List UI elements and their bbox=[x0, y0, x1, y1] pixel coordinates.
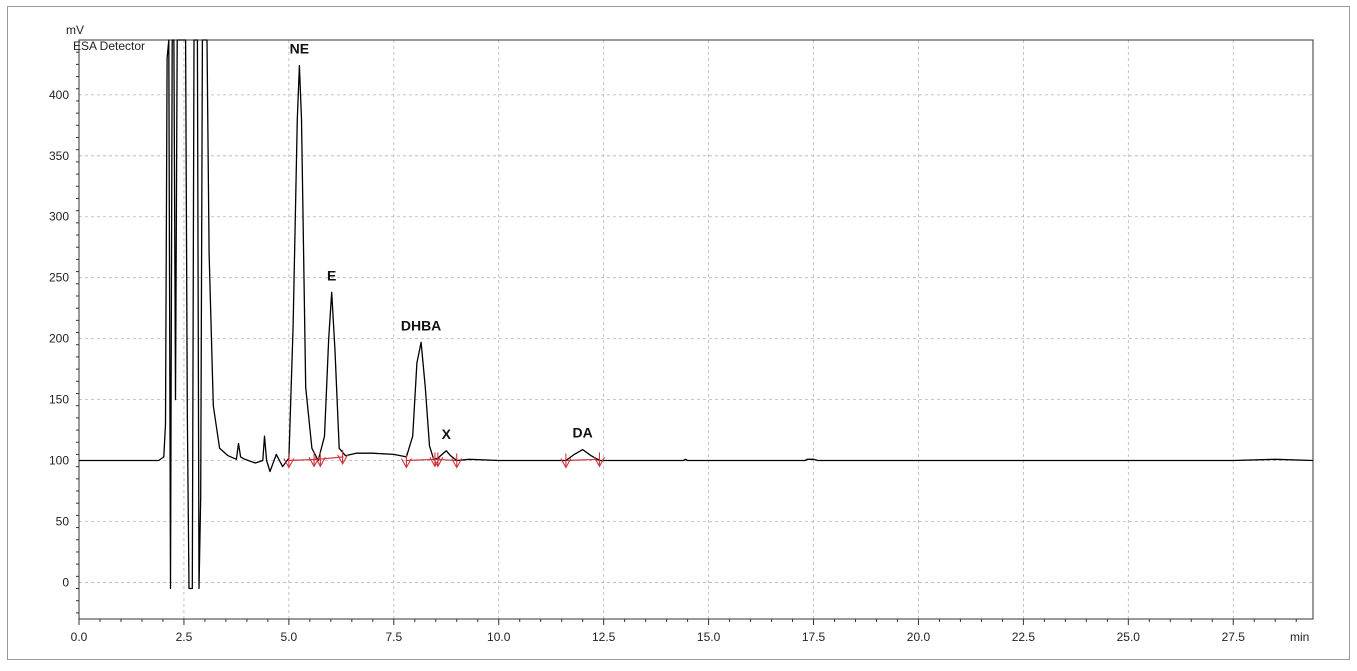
y-tick-label: 100 bbox=[49, 454, 69, 468]
outer-border bbox=[7, 6, 1350, 660]
trace-group bbox=[79, 39, 1314, 590]
integration-baseline bbox=[565, 458, 600, 462]
peak-label: DA bbox=[573, 425, 593, 441]
y-tick-label: 0 bbox=[62, 575, 69, 589]
integration-marker bbox=[400, 453, 412, 469]
y-tick-label: 150 bbox=[49, 393, 69, 407]
x-tick-label: 15.0 bbox=[697, 630, 721, 644]
x-axis: 0.0 2.5 5.0 7.5 10.0 12.5 15.0 17.5 20.0 22.5 25.0… bbox=[71, 619, 1297, 644]
x-tick-label: 17.5 bbox=[802, 630, 826, 644]
y-tick-label: 400 bbox=[49, 88, 69, 102]
peak-label: NE bbox=[290, 41, 309, 57]
integration-markers bbox=[283, 449, 605, 469]
integration-marker bbox=[560, 453, 572, 469]
x-tick-label: 5.0 bbox=[281, 630, 298, 644]
peak-label: DHBA bbox=[401, 317, 441, 333]
integration-baseline bbox=[288, 458, 319, 462]
x-tick-label: 27.5 bbox=[1222, 630, 1246, 644]
peak-labels: NE E DHBA X DA bbox=[290, 41, 593, 442]
x-tick-label: 12.5 bbox=[592, 630, 616, 644]
integration-marker bbox=[451, 453, 463, 469]
chromatogram-trace bbox=[79, 39, 1314, 590]
y-tick-label: 300 bbox=[49, 210, 69, 224]
peak-label: E bbox=[327, 267, 336, 283]
detector-label: ESA Detector bbox=[73, 39, 145, 53]
x-tick-label: 20.0 bbox=[907, 630, 931, 644]
x-tick-label: 7.5 bbox=[385, 630, 402, 644]
integration-marker bbox=[593, 452, 605, 468]
integration-marker bbox=[432, 452, 444, 468]
y-tick-label: 50 bbox=[56, 514, 70, 528]
x-tick-label: 0.0 bbox=[71, 630, 88, 644]
plot-area bbox=[78, 39, 1314, 620]
y-axis: 0 50 100 150 200 250 300 350 400 bbox=[49, 51, 79, 614]
integration-marker bbox=[337, 449, 349, 466]
integration-marker bbox=[283, 453, 295, 469]
x-axis-unit: min bbox=[1290, 630, 1309, 644]
y-tick-label: 250 bbox=[49, 271, 69, 285]
y-tick-label: 200 bbox=[49, 332, 69, 346]
peak-label: X bbox=[442, 426, 452, 442]
y-axis-unit: mV bbox=[66, 23, 84, 37]
x-tick-label: 2.5 bbox=[176, 630, 193, 644]
x-tick-label: 25.0 bbox=[1117, 630, 1141, 644]
x-tick-label: 22.5 bbox=[1012, 630, 1036, 644]
x-tick-label: 10.0 bbox=[487, 630, 511, 644]
integration-marker bbox=[314, 452, 326, 468]
y-tick-label: 350 bbox=[49, 149, 69, 163]
